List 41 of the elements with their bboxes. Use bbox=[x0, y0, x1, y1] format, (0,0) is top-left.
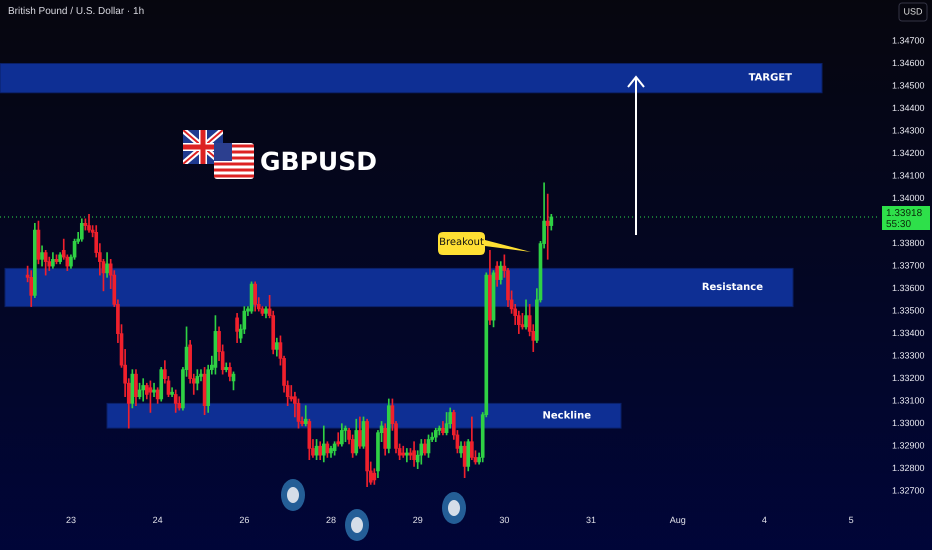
y-tick-label: 1.34600 bbox=[892, 58, 925, 68]
y-tick-label: 1.33600 bbox=[892, 283, 925, 294]
y-tick-label: 1.34700 bbox=[892, 35, 925, 46]
band-label: Neckline bbox=[542, 410, 592, 422]
y-tick-label: 1.32900 bbox=[892, 440, 925, 451]
candlestick bbox=[344, 426, 348, 442]
x-tick-label: 26 bbox=[239, 515, 250, 526]
x-tick-label: 24 bbox=[152, 515, 163, 526]
y-tick-label: 1.33500 bbox=[892, 306, 925, 316]
ref-line-label: 1.33918 bbox=[886, 208, 923, 219]
y-tick-label: 1.34100 bbox=[892, 170, 925, 181]
y-tick-label: 1.33800 bbox=[892, 238, 925, 248]
y-tick-label: 1.32700 bbox=[892, 486, 925, 496]
y-tick-label: 1.34000 bbox=[892, 193, 925, 204]
y-tick-label: 1.33300 bbox=[892, 350, 925, 361]
y-tick-label: 1.34200 bbox=[892, 148, 925, 158]
x-tick-label: 23 bbox=[66, 515, 76, 526]
x-tick-label: 29 bbox=[412, 515, 423, 526]
x-tick-label: 30 bbox=[499, 515, 510, 526]
text: 55:30 bbox=[886, 218, 912, 230]
y-tick-label: 1.34500 bbox=[892, 80, 925, 91]
y-tick-label: 1.33400 bbox=[892, 328, 925, 338]
band-label: TARGET bbox=[748, 72, 792, 84]
x-tick-label: 31 bbox=[586, 515, 596, 526]
candlestick bbox=[152, 382, 156, 397]
band-label: Resistance bbox=[702, 282, 764, 294]
x-tick-label: 28 bbox=[326, 515, 336, 526]
y-tick-label: 1.33100 bbox=[892, 396, 925, 406]
x-tick-label: Aug bbox=[670, 515, 686, 526]
x-tick-label: 4 bbox=[762, 515, 767, 526]
y-tick-label: 1.33000 bbox=[892, 418, 925, 428]
y-tick-label: 1.32800 bbox=[892, 463, 925, 474]
annotation: Breakout bbox=[438, 236, 485, 250]
y-axis-title: USD bbox=[903, 6, 923, 16]
y-tick-label: 1.33200 bbox=[892, 373, 925, 384]
y-tick-label: 1.33700 bbox=[892, 260, 925, 271]
y-tick-label: 1.34300 bbox=[892, 126, 925, 136]
text: GBPUSD bbox=[260, 147, 377, 176]
chart-subtitle: British Pound / U.S. Dollar · 1h bbox=[8, 6, 144, 17]
x-tick-label: 5 bbox=[848, 515, 854, 526]
y-tick-label: 1.34400 bbox=[892, 103, 925, 114]
